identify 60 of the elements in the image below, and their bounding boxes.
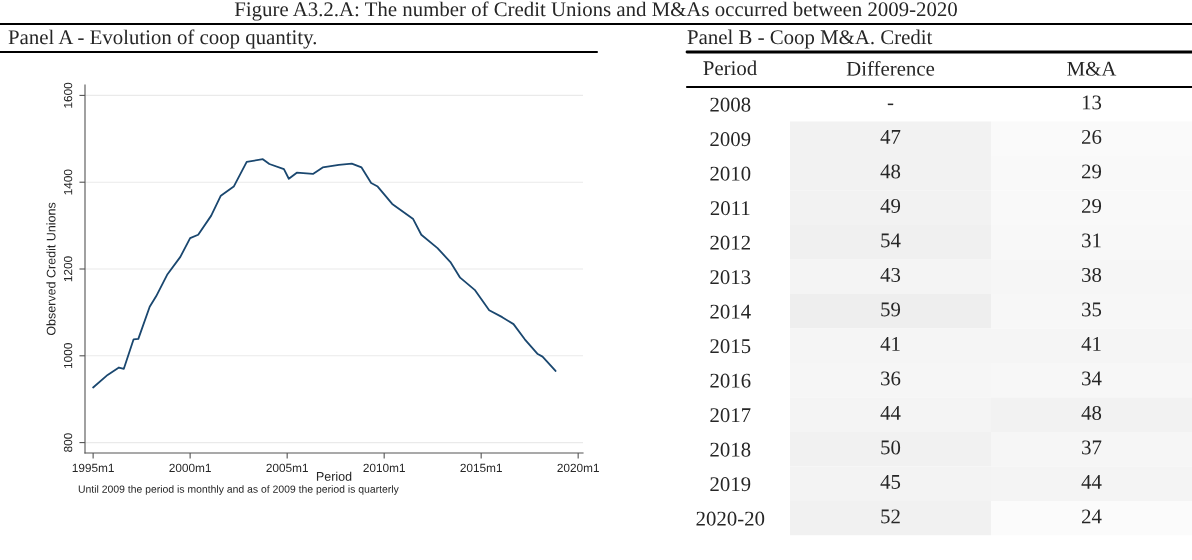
y-tick-label: 2009: [710, 132, 751, 147]
text: Until 2009 the period is monthly and as of 2009 the period is quarterly: [78, 485, 399, 495]
y-axis-title: Observed Credit Unions: [46, 202, 56, 336]
data-label: 44: [1081, 475, 1102, 489]
y-tick-label: 2017: [710, 408, 751, 423]
data-label: 24: [1082, 509, 1102, 524]
data-label: 48: [880, 164, 901, 179]
x-tick-label: 1995m1: [72, 463, 114, 473]
data-label: 26: [1082, 129, 1102, 144]
x-tick-label: M&A: [1067, 61, 1117, 76]
data-label: 44: [880, 406, 901, 420]
y-tick-label: 2020-20: [696, 511, 765, 526]
y-tick-label: 1200: [63, 256, 73, 282]
data-label: 35: [1082, 302, 1102, 317]
x-tick-label: 2005m1: [266, 463, 308, 473]
data-label: 52: [881, 509, 900, 524]
chart-subtitle: Panel A - Evolution of coop quantity.: [8, 29, 317, 49]
y-tick-label: 2013: [710, 270, 751, 285]
x-tick-label: Difference: [846, 60, 935, 76]
x-tick-label: 2020m1: [557, 463, 599, 473]
data-label: 37: [1082, 440, 1102, 455]
data-label: 47: [880, 130, 901, 144]
y-tick-label: 2015: [710, 339, 751, 354]
y-tick-label: 1600: [63, 82, 73, 108]
data-label: 48: [1081, 405, 1102, 420]
text: -: [887, 103, 894, 106]
y-tick-label: 2011: [710, 201, 750, 216]
y-tick-label: 2012: [710, 235, 750, 250]
x-tick-label: 2000m1: [169, 463, 211, 473]
data-label: 31: [1082, 233, 1101, 248]
data-label: 29: [1082, 198, 1102, 213]
data-label: 38: [1082, 267, 1102, 282]
y-tick-label: 2014: [710, 304, 751, 319]
y-tick-label: 2019: [710, 477, 751, 492]
y-tick-label: 1000: [63, 343, 73, 369]
data-label: 49: [880, 198, 901, 213]
data-label: 54: [881, 233, 901, 248]
y-tick-label: 2016: [710, 373, 751, 388]
y-tick-label: 2010: [710, 166, 751, 181]
data-label: 41: [1081, 337, 1101, 351]
data-label: 13: [1082, 95, 1102, 110]
data-label: 36: [881, 371, 901, 386]
data-label: 29: [1082, 164, 1102, 179]
data-label: 59: [881, 302, 901, 317]
x-tick-label: 2010m1: [363, 463, 405, 473]
line-series: [92, 158, 557, 389]
y-tick-label: 2018: [710, 442, 751, 457]
y-tick-label: 2008: [710, 97, 751, 112]
data-label: 34: [1082, 371, 1102, 386]
x-tick-label: 2015m1: [460, 463, 502, 473]
y-tick-label: 1400: [63, 169, 73, 195]
data-label: 43: [880, 267, 901, 282]
y-axis-title: Period: [703, 60, 757, 76]
chart-title: Figure A3.2.A: The number of Credit Unions and M&As occurred between 2009-2020: [234, 1, 957, 21]
data-label: 45: [880, 475, 901, 489]
x-axis-title: Period: [316, 471, 352, 481]
data-label: 41: [880, 337, 900, 351]
chart-title: Panel B - Coop M&A. Credit: [687, 29, 933, 49]
y-tick-label: 800: [63, 433, 73, 452]
data-label: 50: [881, 440, 901, 455]
